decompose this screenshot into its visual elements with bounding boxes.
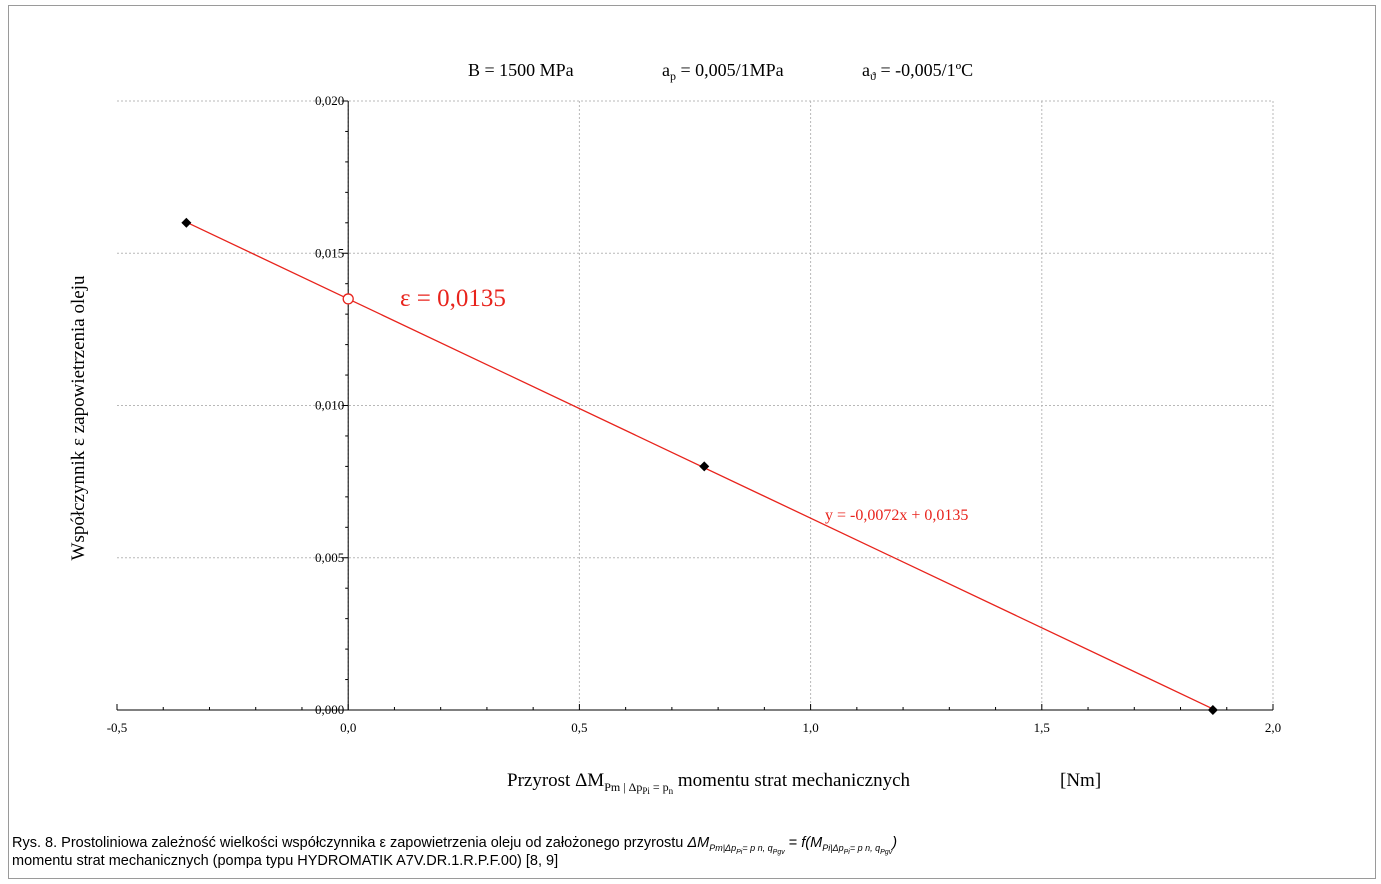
- trendline: [186, 221, 1214, 710]
- data-point: [181, 217, 192, 228]
- x-tick-label: 2,0: [1265, 720, 1281, 735]
- caption-delta-m: ΔMPm|ΔpPi= p n, qPgv: [687, 835, 785, 856]
- y-axis-title: Współczynnik ε zapowietrzenia oleju: [68, 275, 89, 560]
- x-tick-label: 1,5: [1034, 720, 1050, 735]
- chart: -0,5 0,0 0,5 1,0 1,5 2,0 0,000 0,005 0,010 0,015 0…: [68, 60, 1281, 796]
- data-series: [181, 217, 1218, 715]
- x-tick-label: 0,5: [571, 720, 587, 735]
- y-tick-label: 0,010: [315, 398, 344, 413]
- tick-labels: -0,5 0,0 0,5 1,0 1,5 2,0 0,000 0,005 0,010 0,015 0…: [107, 93, 1281, 735]
- figure-caption: Rys. 8. Prostoliniowa zależność wielkośc…: [12, 835, 898, 869]
- y-tick-label: 0,005: [315, 550, 344, 565]
- caption-line-2: momentu strat mechanicznych (pompa typu …: [12, 852, 559, 869]
- data-point: [699, 461, 710, 472]
- trendline-equation: y = -0,0072x + 0,0135: [825, 507, 968, 524]
- x-tick-label: -0,5: [107, 720, 128, 735]
- epsilon-annotation: ε = 0,0135: [400, 285, 506, 312]
- y-tick-label: 0,000: [315, 702, 344, 717]
- param-atheta: aϑ = -0,005/1ºC: [862, 60, 973, 83]
- param-b: B = 1500 MPa: [468, 60, 574, 80]
- axes: [116, 100, 1274, 711]
- x-axis-unit: [Nm]: [1060, 770, 1101, 791]
- figure-frame: [8, 5, 1376, 879]
- y-tick-label: 0,015: [315, 245, 344, 260]
- x-tick-label: 1,0: [802, 720, 818, 735]
- caption-text: Rys. 8. Prostoliniowa zależność wielkośc…: [12, 835, 688, 851]
- intercept-marker: [342, 293, 354, 305]
- x-tick-label: 0,0: [340, 720, 356, 735]
- x-axis-title: Przyrost ΔMPm | ΔpPi = pn momentu strat …: [507, 770, 911, 796]
- caption-function: f(MPi|ΔpPi= p n, qPgv): [801, 835, 898, 856]
- grid: [117, 100, 1274, 710]
- y-tick-label: 0,020: [315, 93, 344, 108]
- data-point: [1207, 705, 1218, 715]
- param-ap: ap = 0,005/1MPa: [662, 60, 784, 83]
